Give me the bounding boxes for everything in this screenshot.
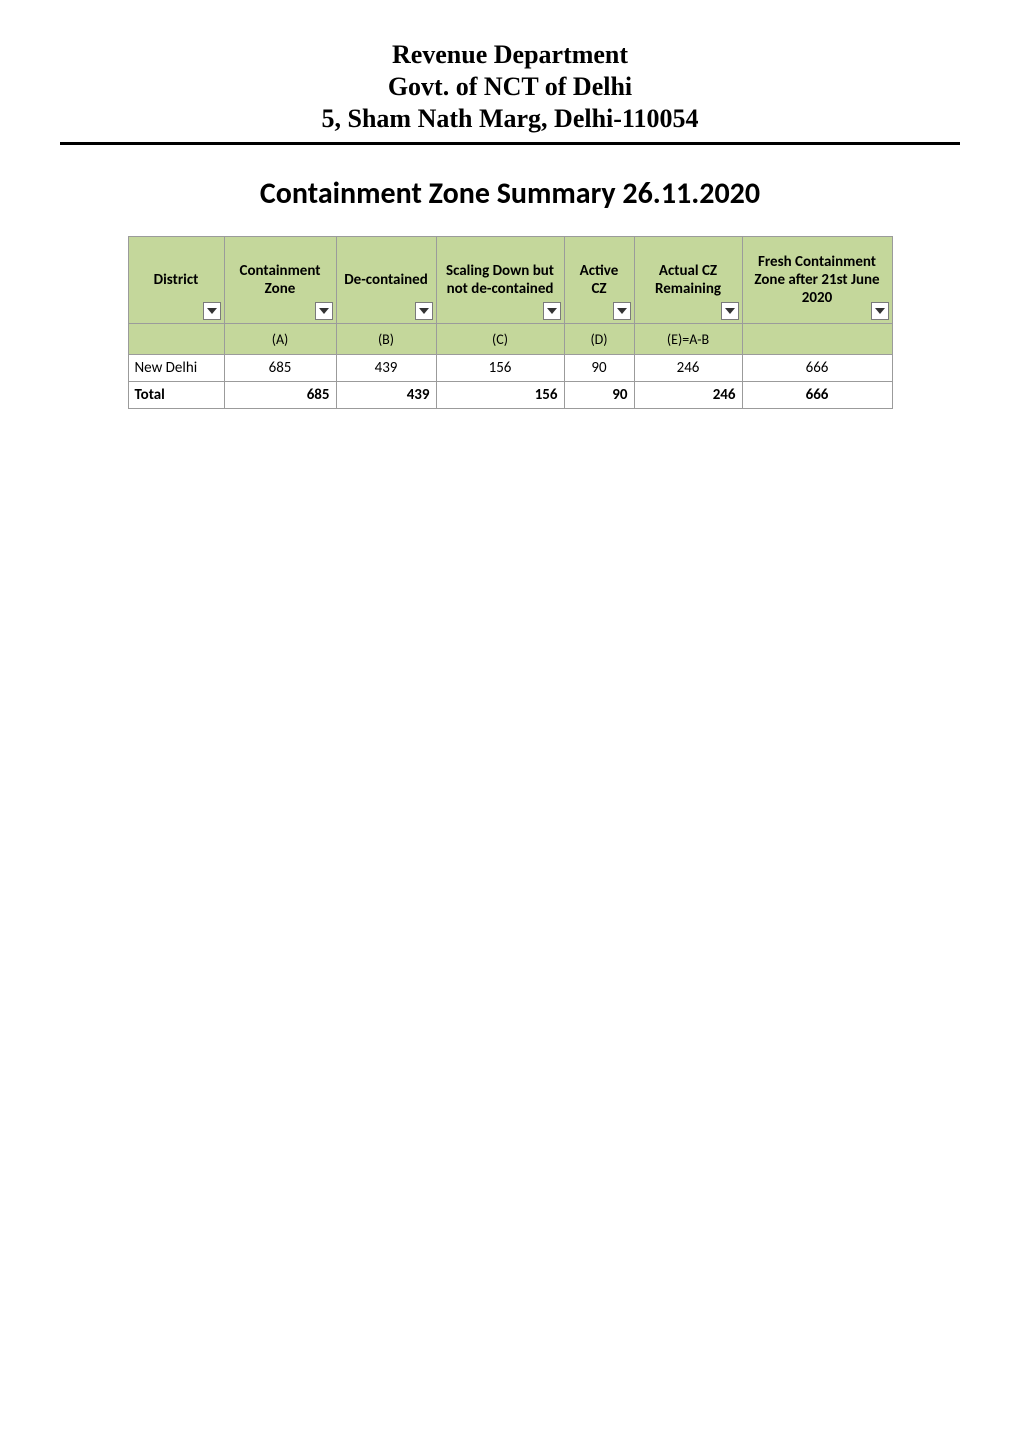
header-district-label: District xyxy=(154,271,199,289)
letterhead-line-1: Revenue Department xyxy=(60,40,960,70)
total-scaling-down: 156 xyxy=(436,382,564,409)
cell-district: New Delhi xyxy=(128,355,224,382)
table-total-row: Total 685 439 156 90 246 666 xyxy=(128,382,892,409)
summary-table: District Containment Zone De-contained S… xyxy=(128,236,893,409)
table-subheader-row: (A) (B) (C) (D) (E)=A-B xyxy=(128,324,892,355)
header-active-cz[interactable]: Active CZ xyxy=(564,237,634,324)
cell-de-contained: 439 xyxy=(336,355,436,382)
total-actual-cz-remaining: 246 xyxy=(634,382,742,409)
filter-dropdown-icon[interactable] xyxy=(415,302,433,320)
subheader-active-cz: (D) xyxy=(564,324,634,355)
subheader-fresh-cz xyxy=(742,324,892,355)
filter-dropdown-icon[interactable] xyxy=(543,302,561,320)
subheader-de-contained: (B) xyxy=(336,324,436,355)
letterhead-line-2: Govt. of NCT of Delhi xyxy=(60,72,960,102)
table-header-row: District Containment Zone De-contained S… xyxy=(128,237,892,324)
cell-actual-cz-remaining: 246 xyxy=(634,355,742,382)
subheader-scaling-down: (C) xyxy=(436,324,564,355)
cell-active-cz: 90 xyxy=(564,355,634,382)
header-actual-cz-remaining[interactable]: Actual CZ Remaining xyxy=(634,237,742,324)
header-fresh-cz[interactable]: Fresh Containment Zone after 21st June 2… xyxy=(742,237,892,324)
filter-dropdown-icon[interactable] xyxy=(315,302,333,320)
cell-fresh-cz: 666 xyxy=(742,355,892,382)
header-de-contained-label: De-contained xyxy=(344,271,428,289)
header-actual-cz-remaining-label: Actual CZ Remaining xyxy=(655,262,721,298)
total-active-cz: 90 xyxy=(564,382,634,409)
letterhead-line-3: 5, Sham Nath Marg, Delhi-110054 xyxy=(60,104,960,134)
letterhead: Revenue Department Govt. of NCT of Delhi… xyxy=(60,40,960,134)
header-active-cz-label: Active CZ xyxy=(580,262,619,298)
header-fresh-cz-label: Fresh Containment Zone after 21st June 2… xyxy=(754,253,879,307)
filter-dropdown-icon[interactable] xyxy=(203,302,221,320)
header-de-contained[interactable]: De-contained xyxy=(336,237,436,324)
filter-dropdown-icon[interactable] xyxy=(613,302,631,320)
subheader-containment-zone: (A) xyxy=(224,324,336,355)
filter-dropdown-icon[interactable] xyxy=(871,302,889,320)
letterhead-divider xyxy=(60,142,960,145)
total-de-contained: 439 xyxy=(336,382,436,409)
total-label: Total xyxy=(128,382,224,409)
subheader-district xyxy=(128,324,224,355)
header-scaling-down-label: Scaling Down but not de-contained xyxy=(446,262,554,298)
total-containment-zone: 685 xyxy=(224,382,336,409)
header-scaling-down[interactable]: Scaling Down but not de-contained xyxy=(436,237,564,324)
table-row: New Delhi 685 439 156 90 246 666 xyxy=(128,355,892,382)
header-containment-zone[interactable]: Containment Zone xyxy=(224,237,336,324)
page-title: Containment Zone Summary 26.11.2020 xyxy=(60,175,960,212)
filter-dropdown-icon[interactable] xyxy=(721,302,739,320)
header-containment-zone-label: Containment Zone xyxy=(240,262,321,298)
cell-containment-zone: 685 xyxy=(224,355,336,382)
subheader-actual-cz-remaining: (E)=A-B xyxy=(634,324,742,355)
cell-scaling-down: 156 xyxy=(436,355,564,382)
total-fresh-cz: 666 xyxy=(742,382,892,409)
header-district[interactable]: District xyxy=(128,237,224,324)
